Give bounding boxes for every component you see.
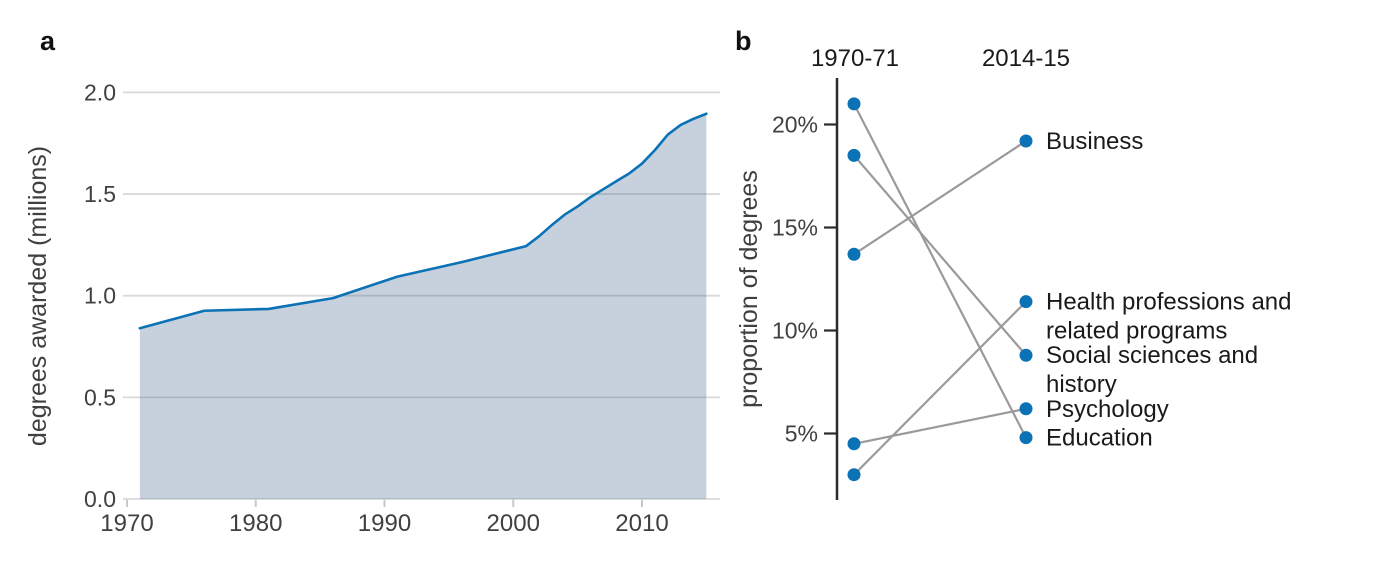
slope-tick-label: 15%	[772, 215, 818, 241]
slopegraph-svg: 1970-71 2014-15 20% 15% 10% 5% proportion of d…	[735, 45, 1291, 500]
data-point-1970-71	[847, 247, 861, 261]
y-tick-label: 1.5	[84, 181, 116, 207]
category-label: Business	[1046, 128, 1143, 155]
slope-tick-label: 5%	[785, 421, 818, 447]
y-tick-label: 2.0	[84, 79, 116, 105]
data-point-2014-15	[1019, 348, 1033, 362]
panel-a-label: a	[40, 26, 56, 56]
slope-line	[853, 300, 1027, 476]
panel-a-area-chart: a 0.0 0.5 1.0 1.5 2.0 1970 1980 1990 2000 2010 deg…	[24, 26, 720, 537]
x-tick-label: 2010	[615, 510, 668, 537]
y-tick-label: 0.0	[84, 486, 116, 512]
slope-tick-label: 10%	[772, 318, 818, 344]
slope-line	[853, 407, 1027, 445]
panel-b-slopegraph: b 1970-71 2014-15 20% 15% 10% 5% proportion of…	[730, 0, 1380, 569]
y-tick-label: 1.0	[84, 283, 116, 309]
category-label: related programs	[1046, 318, 1227, 345]
data-point-1970-71	[847, 97, 861, 111]
data-point-1970-71	[847, 148, 861, 162]
category-label: Health professions and	[1046, 289, 1291, 316]
data-point-2014-15	[1019, 295, 1033, 309]
column-header-1970-71: 1970-71	[811, 45, 899, 72]
area-chart-svg: 0.0 0.5 1.0 1.5 2.0 1970 1980 1990 2000 2010 degre…	[24, 79, 720, 537]
slope-line	[853, 140, 1027, 256]
category-label: history	[1046, 371, 1117, 398]
category-label: Psychology	[1046, 396, 1169, 423]
panel-b-label: b	[735, 26, 752, 56]
x-tick-label: 1980	[229, 510, 282, 537]
y-axis-title: degrees awarded (millions)	[24, 146, 52, 446]
slope-line	[853, 103, 1027, 439]
x-tick-label: 1990	[358, 510, 411, 537]
data-point-2014-15	[1019, 402, 1033, 416]
slope-tick-label: 20%	[772, 112, 818, 138]
category-label: Social sciences and	[1046, 342, 1258, 369]
y-axis-title: proportion of degrees	[735, 170, 763, 408]
data-point-1970-71	[847, 468, 861, 482]
data-point-2014-15	[1019, 431, 1033, 445]
data-point-1970-71	[847, 437, 861, 451]
y-tick-label: 0.5	[84, 384, 116, 410]
trend-line	[138, 112, 708, 330]
data-point-2014-15	[1019, 134, 1033, 148]
column-header-2014-15: 2014-15	[982, 45, 1070, 72]
area-shape	[139, 113, 707, 500]
x-tick-label: 2000	[487, 510, 540, 537]
slope-line	[853, 154, 1027, 356]
category-label: Education	[1046, 425, 1153, 452]
x-tick-label: 1970	[100, 510, 153, 537]
